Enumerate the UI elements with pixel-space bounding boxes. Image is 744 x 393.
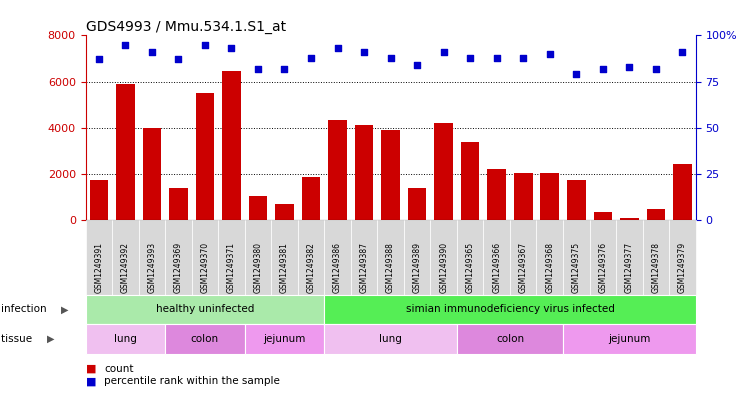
Text: ■: ■ xyxy=(86,376,96,386)
Point xyxy=(252,66,264,72)
Bar xyxy=(673,163,692,220)
Text: GSM1249382: GSM1249382 xyxy=(307,242,315,293)
Bar xyxy=(275,204,294,220)
Text: ■: ■ xyxy=(86,364,96,374)
Point xyxy=(332,45,344,51)
Bar xyxy=(514,173,533,220)
Point xyxy=(119,41,131,48)
Text: GDS4993 / Mmu.534.1.S1_at: GDS4993 / Mmu.534.1.S1_at xyxy=(86,20,286,34)
Text: jejunum: jejunum xyxy=(263,334,306,344)
Text: ▶: ▶ xyxy=(61,305,68,314)
Text: GSM1249386: GSM1249386 xyxy=(333,242,342,293)
Text: GSM1249392: GSM1249392 xyxy=(121,242,130,293)
Bar xyxy=(143,128,161,220)
Bar xyxy=(355,125,373,220)
Text: GSM1249388: GSM1249388 xyxy=(386,242,395,293)
Text: count: count xyxy=(104,364,134,374)
Bar xyxy=(461,141,479,220)
Bar xyxy=(222,71,241,220)
Point xyxy=(358,49,370,55)
Text: percentile rank within the sample: percentile rank within the sample xyxy=(104,376,280,386)
Text: GSM1249389: GSM1249389 xyxy=(413,242,422,293)
Point xyxy=(571,71,583,77)
Point xyxy=(305,54,317,61)
Text: GSM1249367: GSM1249367 xyxy=(519,242,527,293)
Bar xyxy=(116,84,135,220)
Bar xyxy=(196,93,214,220)
Point xyxy=(650,66,662,72)
Point xyxy=(491,54,503,61)
Point xyxy=(385,54,397,61)
Bar xyxy=(248,196,267,220)
Point xyxy=(517,54,529,61)
Bar xyxy=(487,169,506,220)
Bar xyxy=(647,209,665,220)
Text: simian immunodeficiency virus infected: simian immunodeficiency virus infected xyxy=(405,305,615,314)
Text: GSM1249371: GSM1249371 xyxy=(227,242,236,293)
Text: GSM1249370: GSM1249370 xyxy=(200,242,209,293)
Point xyxy=(146,49,158,55)
Text: GSM1249381: GSM1249381 xyxy=(280,242,289,293)
Text: GSM1249379: GSM1249379 xyxy=(678,242,687,293)
Text: GSM1249369: GSM1249369 xyxy=(174,242,183,293)
Text: GSM1249378: GSM1249378 xyxy=(651,242,661,293)
Text: infection: infection xyxy=(1,305,50,314)
Point xyxy=(93,56,105,62)
Text: jejunum: jejunum xyxy=(608,334,650,344)
Bar xyxy=(540,173,559,220)
Text: colon: colon xyxy=(191,334,219,344)
Bar xyxy=(89,180,108,220)
Point xyxy=(437,49,449,55)
Point xyxy=(464,54,476,61)
Text: lung: lung xyxy=(379,334,402,344)
Text: GSM1249376: GSM1249376 xyxy=(598,242,607,293)
Text: GSM1249366: GSM1249366 xyxy=(493,242,501,293)
Point xyxy=(676,49,688,55)
Point xyxy=(623,64,635,70)
Bar xyxy=(567,180,586,220)
Point xyxy=(225,45,237,51)
Text: GSM1249387: GSM1249387 xyxy=(359,242,368,293)
Text: GSM1249393: GSM1249393 xyxy=(147,242,156,293)
Bar xyxy=(382,130,400,220)
Bar xyxy=(434,123,453,220)
Point xyxy=(597,66,609,72)
Text: GSM1249368: GSM1249368 xyxy=(545,242,554,293)
Text: GSM1249390: GSM1249390 xyxy=(439,242,448,293)
Bar xyxy=(408,188,426,220)
Point xyxy=(544,51,556,57)
Point xyxy=(199,41,211,48)
Text: ▶: ▶ xyxy=(47,334,54,344)
Point xyxy=(278,66,290,72)
Bar xyxy=(302,177,321,220)
Text: GSM1249380: GSM1249380 xyxy=(254,242,263,293)
Text: tissue: tissue xyxy=(1,334,35,344)
Text: colon: colon xyxy=(496,334,524,344)
Bar xyxy=(169,188,187,220)
Bar xyxy=(328,119,347,220)
Text: lung: lung xyxy=(114,334,137,344)
Text: GSM1249391: GSM1249391 xyxy=(94,242,103,293)
Text: GSM1249377: GSM1249377 xyxy=(625,242,634,293)
Bar xyxy=(594,212,612,220)
Point xyxy=(411,62,423,68)
Bar xyxy=(620,218,638,220)
Text: healthy uninfected: healthy uninfected xyxy=(155,305,254,314)
Text: GSM1249375: GSM1249375 xyxy=(572,242,581,293)
Text: GSM1249365: GSM1249365 xyxy=(466,242,475,293)
Point xyxy=(173,56,185,62)
